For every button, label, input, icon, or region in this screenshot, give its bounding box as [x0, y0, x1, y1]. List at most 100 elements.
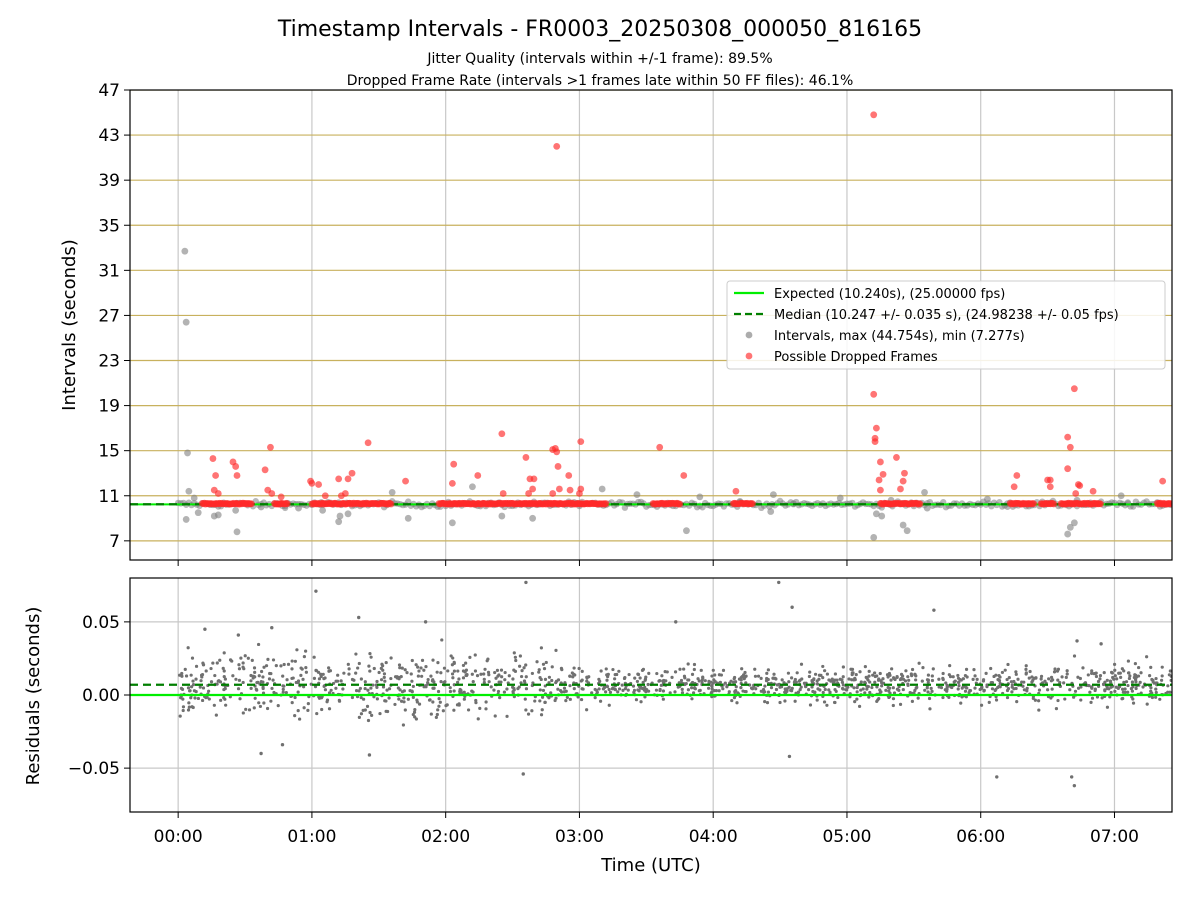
- residual-point: [787, 685, 791, 689]
- residual-point: [414, 717, 418, 721]
- residual-point: [487, 680, 491, 684]
- residual-point: [540, 695, 545, 699]
- residual-point: [189, 673, 193, 677]
- residual-point: [482, 677, 486, 681]
- residual-point: [997, 684, 1001, 688]
- residual-point: [994, 698, 999, 702]
- dropped-frame-point: [549, 490, 557, 497]
- residual-point: [727, 690, 731, 694]
- residual-point: [995, 775, 999, 779]
- residual-point: [1127, 676, 1132, 681]
- residual-point: [265, 706, 270, 711]
- residual-point: [782, 681, 786, 685]
- residual-point: [304, 666, 308, 670]
- residual-point: [1128, 674, 1132, 678]
- residual-point: [964, 685, 968, 689]
- residual-point: [646, 682, 650, 687]
- residual-point: [590, 691, 594, 695]
- residual-point: [199, 679, 203, 683]
- residual-point: [1109, 690, 1113, 695]
- residual-point: [372, 666, 376, 671]
- residual-point: [530, 671, 534, 676]
- residual-point: [327, 691, 332, 695]
- residual-point: [663, 670, 667, 674]
- chart-title: Timestamp Intervals - FR0003_20250308_00…: [277, 17, 922, 42]
- residual-point: [415, 698, 419, 702]
- residual-point: [822, 700, 827, 704]
- residual-point: [200, 698, 205, 703]
- residual-point: [538, 676, 542, 680]
- residual-point: [914, 686, 918, 690]
- residual-point: [1160, 674, 1164, 678]
- residual-point: [293, 659, 297, 663]
- top-y-tick-label: 23: [98, 352, 120, 372]
- residual-point: [754, 687, 758, 691]
- residual-point: [838, 677, 842, 681]
- residual-point: [187, 705, 191, 709]
- residual-point: [1145, 655, 1149, 659]
- residual-point: [186, 646, 190, 650]
- residual-point: [540, 708, 544, 712]
- residual-point: [560, 690, 564, 694]
- residual-point: [429, 712, 433, 716]
- residual-point: [323, 676, 327, 680]
- residual-point: [948, 664, 952, 668]
- residual-point: [384, 699, 388, 703]
- residual-point: [759, 689, 763, 693]
- residual-point: [836, 695, 840, 700]
- residual-point: [730, 698, 734, 703]
- residual-point: [329, 688, 333, 692]
- residual-point: [399, 675, 403, 679]
- interval-point: [696, 493, 704, 501]
- residual-point: [457, 703, 461, 707]
- residual-point: [644, 675, 648, 679]
- residual-point: [410, 679, 414, 683]
- interval-point: [899, 521, 907, 529]
- residual-point: [405, 671, 409, 675]
- dropped-frame-point: [656, 443, 664, 451]
- residual-point: [312, 655, 316, 659]
- residual-point: [631, 684, 636, 688]
- residual-point: [643, 678, 647, 682]
- residual-point: [470, 672, 474, 676]
- residual-point: [252, 666, 257, 670]
- residual-point: [384, 660, 388, 665]
- residual-point: [796, 690, 801, 694]
- residual-point: [941, 677, 945, 682]
- residual-point: [495, 668, 500, 672]
- residual-point: [1098, 677, 1102, 681]
- residual-point: [832, 700, 837, 705]
- residual-point: [1108, 679, 1113, 683]
- residual-point: [497, 673, 501, 677]
- residual-point: [1020, 680, 1024, 684]
- residual-point: [321, 672, 325, 676]
- residual-point: [241, 680, 245, 685]
- residual-point: [985, 685, 989, 689]
- dropped-frame-point: [321, 492, 329, 500]
- interval-point: [335, 518, 343, 526]
- dropped-frame-point: [749, 500, 756, 508]
- dropped-frame-point: [233, 472, 241, 479]
- residual-point: [813, 672, 818, 676]
- residual-point: [541, 688, 546, 693]
- dropped-frame-point: [1046, 476, 1054, 484]
- residual-point: [258, 704, 263, 709]
- residual-point: [1025, 689, 1029, 693]
- residual-point: [823, 669, 827, 673]
- residual-point: [402, 700, 406, 704]
- residual-point: [461, 663, 466, 668]
- residual-point: [957, 680, 961, 684]
- residual-point: [471, 680, 475, 684]
- residual-point: [293, 714, 297, 718]
- residual-point: [868, 690, 872, 695]
- residual-point: [366, 688, 370, 692]
- residual-point: [366, 718, 371, 723]
- residual-point: [1062, 681, 1066, 685]
- residual-point: [387, 696, 391, 700]
- residual-point: [1102, 671, 1106, 675]
- residual-point: [568, 684, 572, 688]
- residual-point: [213, 673, 217, 678]
- residual-point: [1154, 676, 1158, 681]
- residual-point: [965, 675, 969, 679]
- residual-point: [381, 685, 386, 689]
